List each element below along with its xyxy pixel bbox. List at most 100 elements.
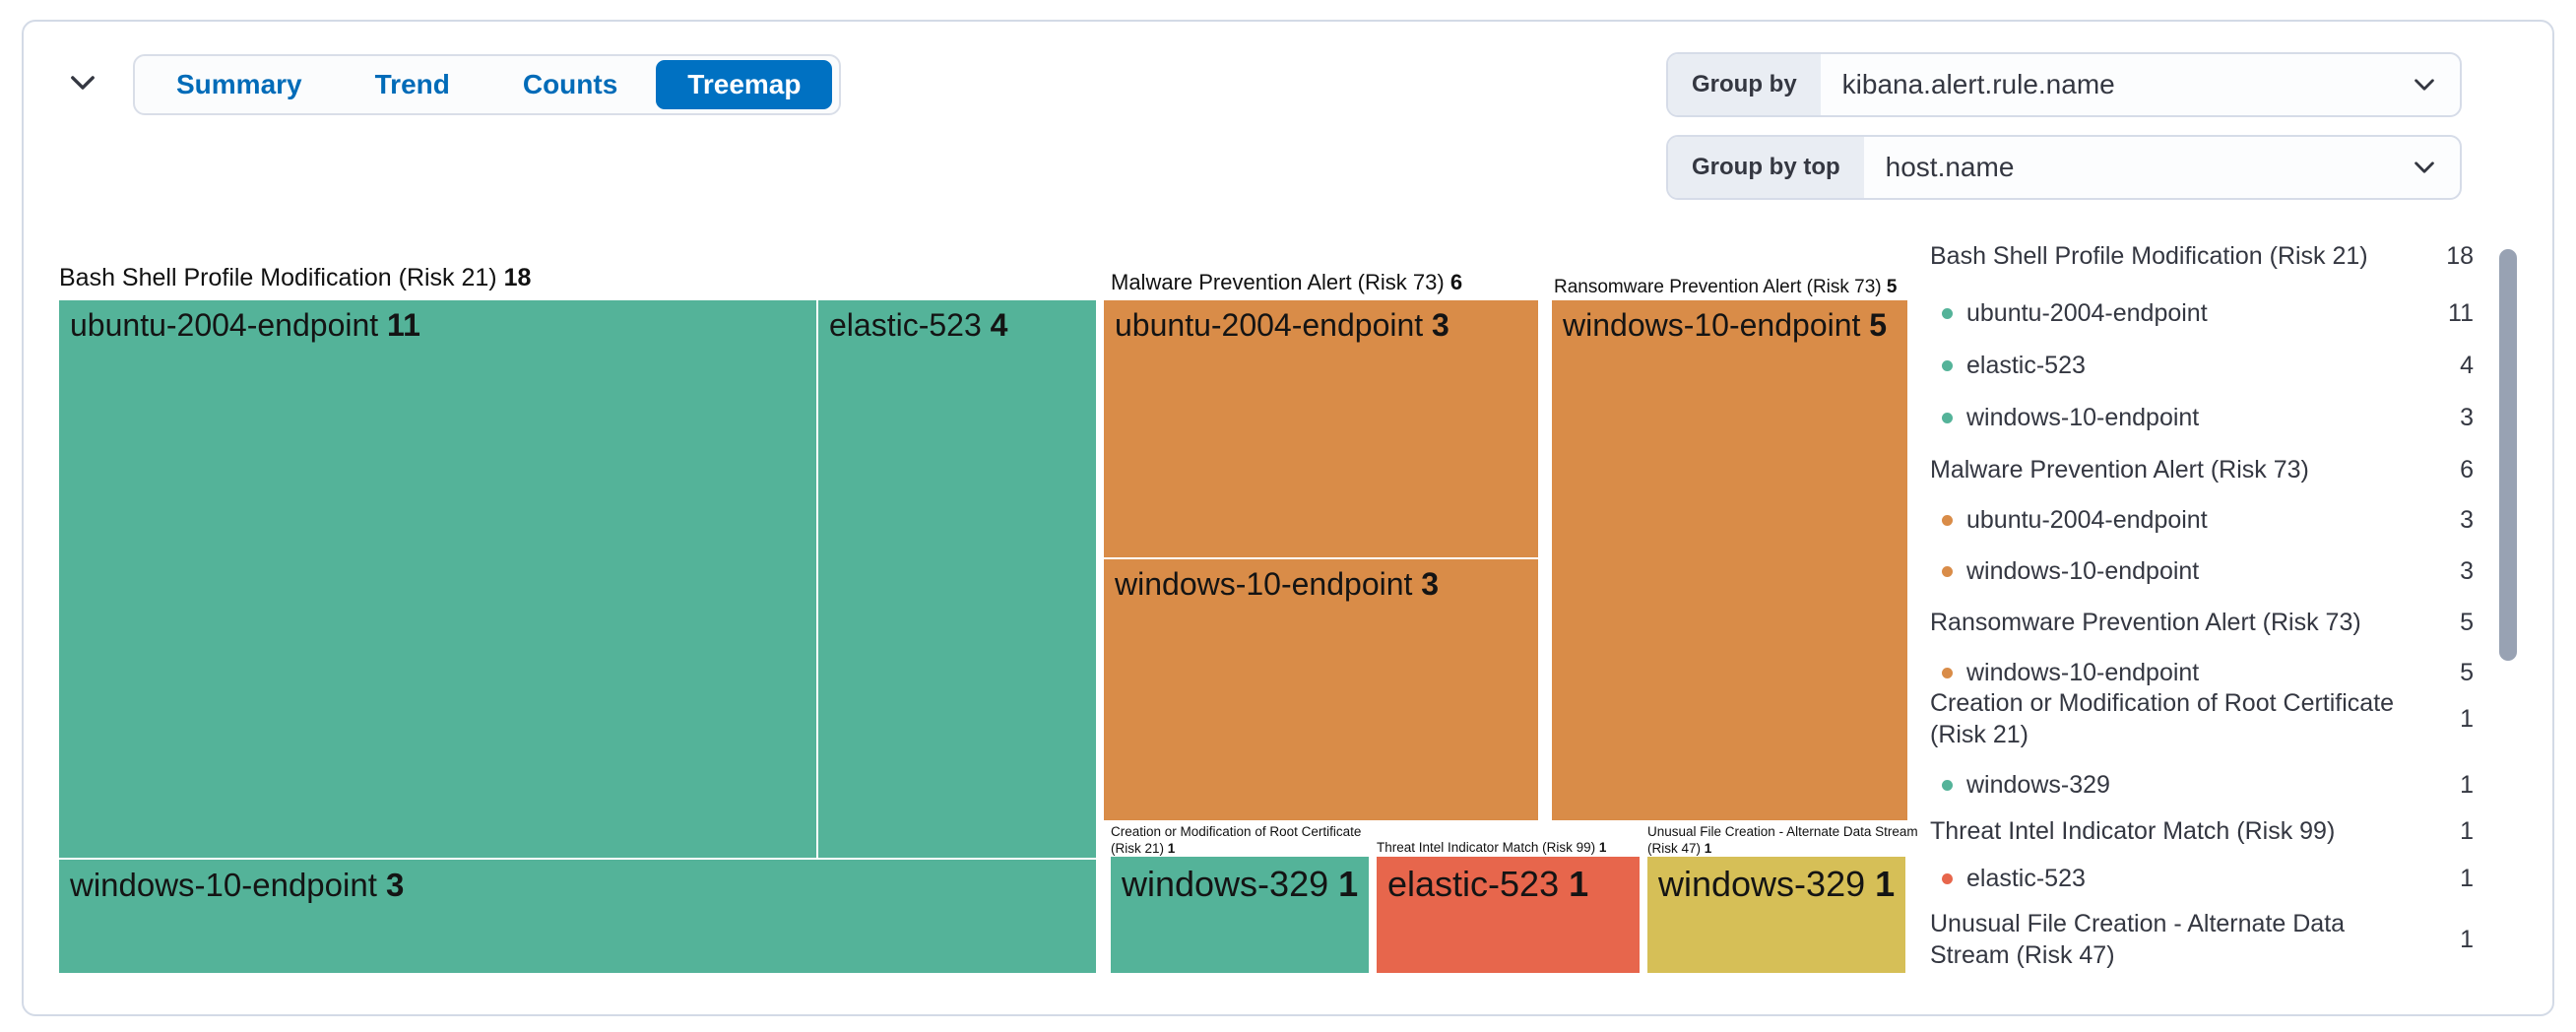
legend-item-host[interactable]: elastic-523 1 — [1930, 857, 2474, 900]
tab-counts[interactable]: Counts — [486, 56, 654, 113]
treemap-cell[interactable]: elastic-523 1 — [1377, 857, 1640, 973]
cell-count: 3 — [1421, 566, 1440, 602]
treemap-legend: Bash Shell Profile Modification (Risk 21… — [1930, 226, 2474, 981]
group-count: 18 — [503, 264, 532, 291]
legend-item-host[interactable]: ubuntu-2004-endpoint 3 — [1930, 498, 2474, 542]
view-mode-button-group: Summary Trend Counts Treemap — [133, 54, 842, 115]
cell-count: 1 — [1875, 864, 1896, 904]
legend-item-rule[interactable]: Bash Shell Profile Modification (Risk 21… — [1930, 234, 2474, 278]
group-label: Ransomware Prevention Alert (Risk 73) — [1554, 277, 1882, 297]
cell-count: 3 — [1432, 307, 1449, 343]
group-by-top-prepend-label: Group by top — [1668, 137, 1864, 198]
treemap-cell[interactable]: windows-10-endpoint 5 — [1552, 300, 1907, 820]
legend-color-dot — [1942, 359, 1953, 371]
group-label: Threat Intel Indicator Match (Risk 99) — [1377, 840, 1596, 855]
group-by-prepend-label: Group by — [1668, 54, 1821, 115]
legend-color-dot — [1942, 667, 1953, 678]
group-count: 6 — [1449, 270, 1463, 294]
treemap-cell[interactable]: windows-329 1 — [1111, 857, 1369, 973]
legend-item-rule[interactable]: Ransomware Prevention Alert (Risk 73) 5 — [1930, 601, 2474, 644]
cell-count: 1 — [1338, 864, 1359, 904]
cell-count: 5 — [1869, 307, 1888, 343]
chevron-down-icon — [2411, 71, 2438, 98]
legend-item-host[interactable]: ubuntu-2004-endpoint 11 — [1930, 291, 2474, 335]
group-label: Creation or Modification of Root Certifi… — [1111, 824, 1362, 856]
treemap-cell[interactable]: windows-10-endpoint 3 — [59, 860, 1096, 973]
treemap-cell[interactable]: windows-329 1 — [1647, 857, 1905, 973]
legend-label: Threat Intel Indicator Match (Risk 99) — [1930, 817, 2336, 845]
cell-host: elastic-523 — [1387, 864, 1560, 904]
legend-label: ubuntu-2004-endpoint — [1966, 299, 2208, 327]
legend-label: Unusual File Creation - Alternate Data S… — [1930, 910, 2346, 969]
legend-count: 1 — [2460, 816, 2474, 845]
cell-label: windows-10-endpoint 3 — [59, 860, 1096, 911]
legend-label: Creation or Modification of Root Certifi… — [1930, 689, 2395, 748]
legend-count: 3 — [2460, 556, 2474, 585]
treemap-group-header: Malware Prevention Alert (Risk 73) 6 — [1111, 270, 1462, 295]
group-label: Malware Prevention Alert (Risk 73) — [1111, 270, 1445, 294]
legend-color-dot — [1942, 514, 1953, 526]
legend-label: windows-329 — [1966, 771, 2110, 799]
treemap-cell[interactable]: ubuntu-2004-endpoint 11 — [59, 300, 816, 858]
legend-color-dot — [1942, 779, 1953, 791]
cell-count: 3 — [386, 867, 405, 903]
group-label: Unusual File Creation - Alternate Data S… — [1647, 824, 1918, 856]
cell-label: elastic-523 4 — [818, 300, 1096, 351]
legend-label: Ransomware Prevention Alert (Risk 73) — [1930, 609, 2361, 636]
legend-color-dot — [1942, 872, 1953, 884]
cell-count: 11 — [387, 307, 420, 343]
cell-host: windows-10-endpoint — [70, 867, 377, 903]
cell-count: 4 — [990, 307, 1008, 343]
legend-count: 18 — [2446, 241, 2474, 270]
cell-label: windows-10-endpoint 5 — [1552, 300, 1907, 351]
cell-host: windows-329 — [1658, 864, 1866, 904]
treemap-group-header: Bash Shell Profile Modification (Risk 21… — [59, 264, 531, 292]
legend-label: ubuntu-2004-endpoint — [1966, 506, 2208, 534]
cell-host: elastic-523 — [829, 307, 982, 343]
legend-count: 1 — [2460, 925, 2474, 953]
legend-count: 11 — [2448, 298, 2474, 327]
chevron-down-icon — [2411, 154, 2438, 181]
treemap-group-header: Threat Intel Indicator Match (Risk 99) 1 — [1377, 839, 1672, 856]
tab-summary[interactable]: Summary — [140, 56, 339, 113]
cell-label: windows-329 1 — [1111, 857, 1369, 912]
legend-count: 1 — [2460, 770, 2474, 799]
legend-scrollbar-thumb[interactable] — [2499, 249, 2517, 661]
group-by-top-select[interactable]: Group by top host.name — [1666, 135, 2462, 200]
group-by-select[interactable]: Group by kibana.alert.rule.name — [1666, 52, 2462, 117]
group-count: 1 — [1167, 841, 1176, 856]
cell-label: ubuntu-2004-endpoint 3 — [1104, 300, 1538, 351]
legend-count: 6 — [2460, 455, 2474, 484]
treemap-cell[interactable]: windows-10-endpoint 3 — [1104, 559, 1538, 820]
legend-count: 5 — [2460, 608, 2474, 636]
legend-item-host[interactable]: windows-329 1 — [1930, 763, 2474, 806]
legend-count: 1 — [2460, 704, 2474, 733]
cell-host: windows-10-endpoint — [1115, 566, 1413, 602]
legend-count: 3 — [2460, 403, 2474, 431]
legend-item-rule[interactable]: Creation or Modification of Root Certifi… — [1930, 684, 2474, 753]
legend-label: windows-10-endpoint — [1966, 659, 2200, 686]
collapse-panel-button[interactable] — [57, 57, 108, 108]
legend-item-rule[interactable]: Threat Intel Indicator Match (Risk 99) 1 — [1930, 809, 2474, 853]
treemap-group-header: Creation or Modification of Root Certifi… — [1111, 823, 1383, 857]
tab-treemap[interactable]: Treemap — [656, 60, 833, 109]
legend-label: windows-10-endpoint — [1966, 404, 2200, 431]
tab-trend[interactable]: Trend — [339, 56, 486, 113]
legend-color-dot — [1942, 412, 1953, 423]
treemap-cell[interactable]: elastic-523 4 — [818, 300, 1096, 858]
cell-host: ubuntu-2004-endpoint — [70, 307, 379, 343]
legend-item-host[interactable]: elastic-523 4 — [1930, 344, 2474, 387]
cell-label: windows-10-endpoint 3 — [1104, 559, 1538, 610]
legend-item-host[interactable]: windows-10-endpoint 3 — [1930, 396, 2474, 439]
legend-item-rule[interactable]: Malware Prevention Alert (Risk 73) 6 — [1930, 448, 2474, 491]
legend-item-rule[interactable]: Unusual File Creation - Alternate Data S… — [1930, 905, 2474, 974]
legend-item-host[interactable]: windows-10-endpoint 5 — [1930, 651, 2474, 694]
treemap-cell[interactable]: ubuntu-2004-endpoint 3 — [1104, 300, 1538, 557]
legend-color-dot — [1942, 565, 1953, 577]
legend-label: windows-10-endpoint — [1966, 557, 2200, 585]
treemap-group-header: Unusual File Creation - Alternate Data S… — [1647, 823, 1929, 857]
cell-label: elastic-523 1 — [1377, 857, 1640, 912]
legend-item-host[interactable]: windows-10-endpoint 3 — [1930, 549, 2474, 593]
cell-label: windows-329 1 — [1647, 857, 1905, 912]
legend-count: 1 — [2460, 864, 2474, 892]
